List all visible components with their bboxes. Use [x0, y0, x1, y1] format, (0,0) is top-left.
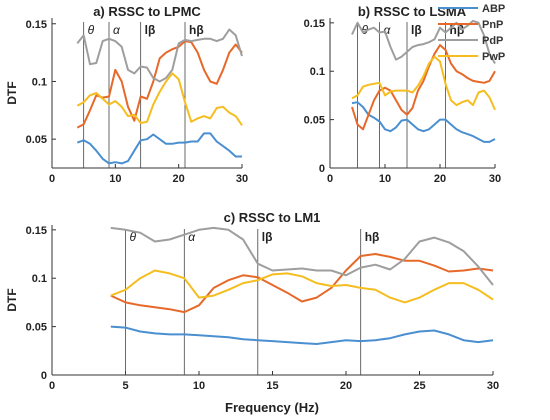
legend: ABP PnP PdP PwP	[438, 3, 505, 63]
y-tick-label: 0.15	[26, 225, 47, 237]
x-tick-label: 10	[109, 173, 121, 185]
x-tick-label: 20	[340, 380, 352, 392]
x-tick-label: 15	[266, 380, 278, 392]
y-tick-label: 0.1	[32, 273, 47, 285]
chart-title: a) RSSC to LPMC	[93, 4, 201, 19]
series-line-pdp	[351, 19, 496, 64]
series-line-abp	[110, 325, 494, 345]
series-line-pdp	[110, 226, 494, 286]
chart-title: c) RSSC to LM1	[224, 210, 321, 225]
legend-label-pwp: PwP	[482, 51, 505, 63]
x-tick-label: 25	[413, 380, 425, 392]
x-tick-label: 20	[434, 173, 446, 185]
band-marker-label: θ	[130, 230, 137, 244]
x-tick-label: 0	[49, 380, 55, 392]
series-line-pnp	[110, 253, 494, 314]
x-tick-label: 30	[487, 380, 499, 392]
y-tick-label: 0.1	[310, 66, 325, 78]
x-tick-label: 30	[236, 173, 248, 185]
chart-title: b) RSSC to LSMA	[358, 4, 467, 19]
panel-a: a) RSSC to LPMC DTF 0 10 20 30 0.05 0.1 0.15 θ α lβ…	[5, 4, 248, 185]
y-tick-label: 0.15	[26, 19, 47, 31]
x-tick-label: 0	[327, 173, 333, 185]
legend-label-pnp: PnP	[482, 19, 503, 31]
band-marker-label: θ	[88, 23, 95, 37]
series-line-pnp	[76, 40, 243, 129]
series-line-pnp	[351, 44, 496, 131]
x-axis-label: Frequency (Hz)	[225, 400, 319, 415]
y-tick-label: 0	[41, 370, 47, 382]
series-line-pwp	[110, 269, 494, 304]
y-tick-label: 0.05	[304, 115, 325, 127]
x-tick-label: 10	[193, 380, 205, 392]
band-marker-label: hβ	[189, 23, 204, 37]
y-axis-label: DTF	[5, 81, 19, 104]
panel-c: c) RSSC to LM1 DTF 0 5 10 15 20 25 30 0 0.05 0.1 0.1…	[5, 210, 499, 392]
y-tick-label: 0	[319, 163, 325, 175]
x-tick-label: 10	[379, 173, 391, 185]
series-line-pwp	[76, 72, 243, 126]
band-marker-label: lβ	[262, 230, 273, 244]
x-tick-label: 20	[173, 173, 185, 185]
band-marker-label: lβ	[145, 23, 156, 37]
series-line-pdp	[76, 28, 243, 83]
x-tick-label: 30	[489, 173, 501, 185]
band-marker-label: α	[384, 23, 392, 37]
x-tick-label: 0	[49, 173, 55, 185]
y-tick-label: 0.15	[304, 18, 325, 30]
band-marker-label: lβ	[411, 23, 422, 37]
band-marker-label: α	[188, 230, 196, 244]
x-tick-label: 5	[122, 380, 128, 392]
y-tick-label: 0.05	[26, 322, 47, 334]
series-line-abp	[76, 132, 242, 165]
y-tick-label: 0.1	[32, 76, 47, 88]
band-marker-label: θ	[362, 23, 369, 37]
y-axis-label: DTF	[5, 288, 19, 311]
legend-label-pdp: PdP	[482, 35, 503, 47]
y-tick-label: 0.05	[26, 134, 47, 146]
series-line-pwp	[351, 55, 496, 111]
legend-label-abp: ABP	[482, 3, 505, 15]
band-marker-label: hβ	[365, 230, 380, 244]
series-line-abp	[351, 101, 496, 143]
band-marker-label: α	[113, 23, 121, 37]
